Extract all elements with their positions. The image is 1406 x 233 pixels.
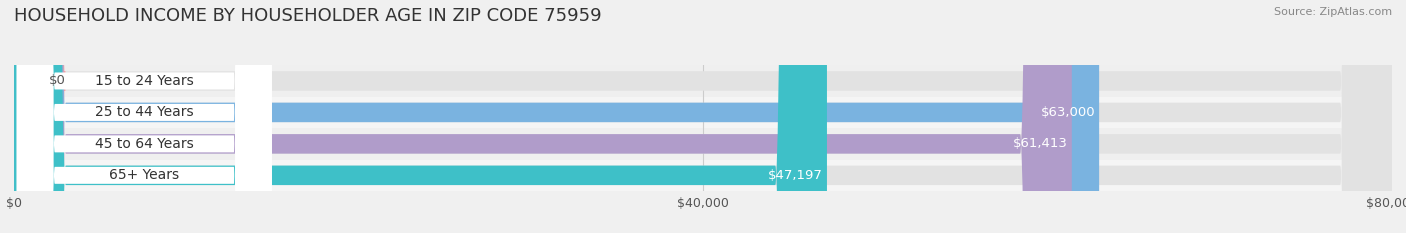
Text: $47,197: $47,197: [768, 169, 823, 182]
FancyBboxPatch shape: [17, 0, 271, 233]
FancyBboxPatch shape: [14, 0, 827, 233]
FancyBboxPatch shape: [14, 0, 1392, 233]
FancyBboxPatch shape: [17, 0, 271, 233]
FancyBboxPatch shape: [17, 0, 271, 233]
FancyBboxPatch shape: [14, 0, 1099, 233]
FancyBboxPatch shape: [17, 0, 271, 233]
Text: Source: ZipAtlas.com: Source: ZipAtlas.com: [1274, 7, 1392, 17]
Text: 15 to 24 Years: 15 to 24 Years: [94, 74, 194, 88]
FancyBboxPatch shape: [0, 0, 66, 233]
FancyBboxPatch shape: [14, 0, 1071, 233]
Text: 65+ Years: 65+ Years: [110, 168, 180, 182]
Bar: [14, 97, 1392, 128]
Text: $0: $0: [48, 75, 66, 87]
Text: 45 to 64 Years: 45 to 64 Years: [94, 137, 194, 151]
Text: HOUSEHOLD INCOME BY HOUSEHOLDER AGE IN ZIP CODE 75959: HOUSEHOLD INCOME BY HOUSEHOLDER AGE IN Z…: [14, 7, 602, 25]
Bar: [14, 160, 1392, 191]
Text: $61,413: $61,413: [1012, 137, 1067, 150]
Bar: [14, 128, 1392, 160]
Text: $63,000: $63,000: [1040, 106, 1095, 119]
FancyBboxPatch shape: [14, 0, 1392, 233]
Bar: [14, 65, 1392, 97]
Text: 25 to 44 Years: 25 to 44 Years: [96, 105, 194, 120]
FancyBboxPatch shape: [14, 0, 1392, 233]
FancyBboxPatch shape: [14, 0, 1392, 233]
